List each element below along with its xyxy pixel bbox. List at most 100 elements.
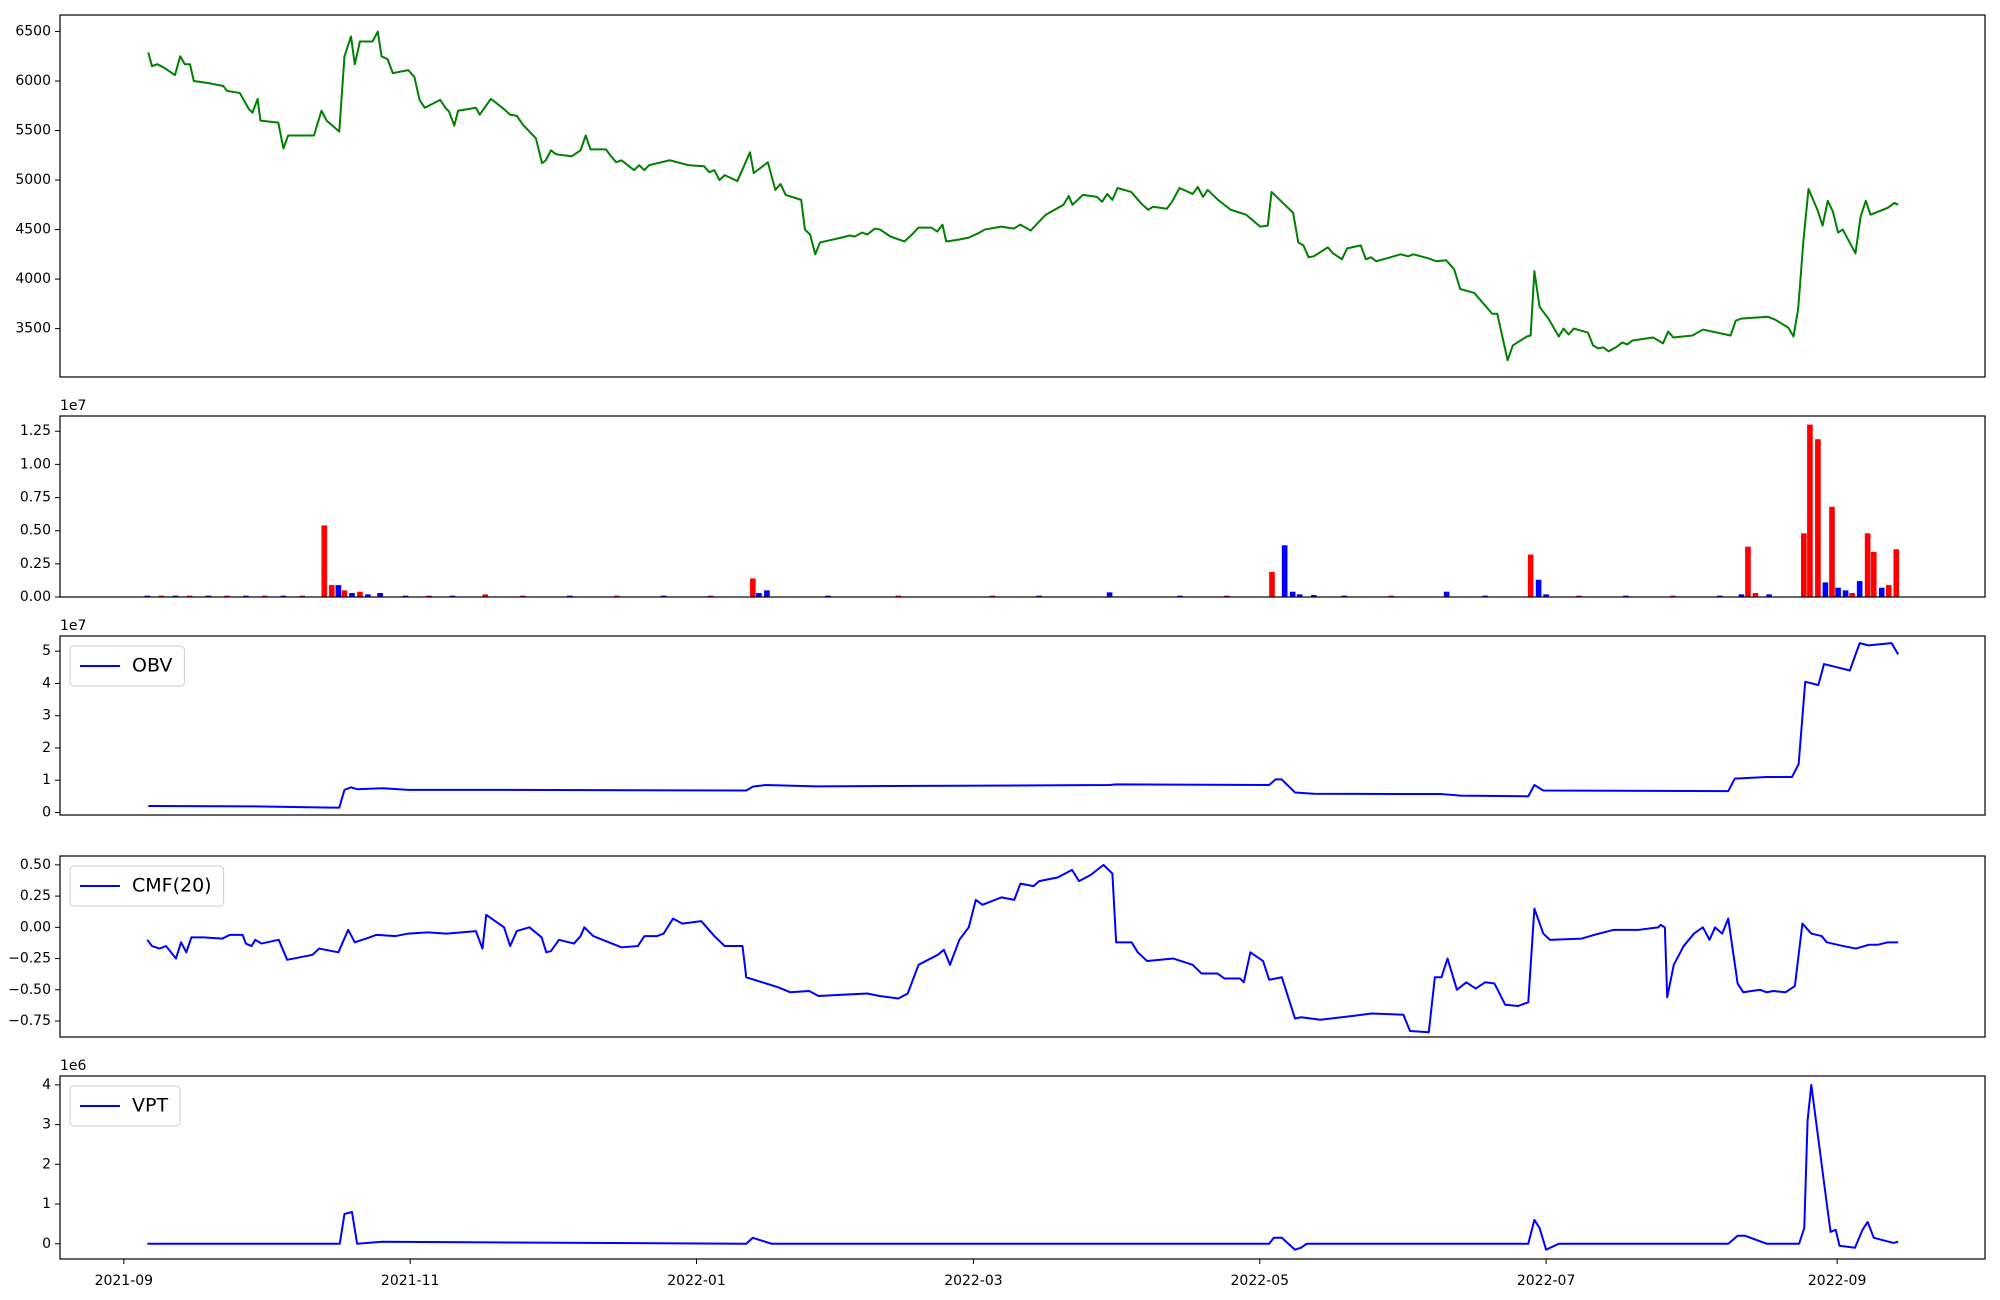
subplot: 0 1 2 3 4 1e6 2021-09 2021-11 2022-01 2022-03 2022…: [42, 1058, 1986, 1289]
data-line: [147, 30, 1899, 362]
volume-bar: [1885, 585, 1892, 597]
y-tick-label: 1: [42, 772, 51, 788]
volume-bar: [186, 595, 193, 597]
volume-bar: [243, 595, 249, 597]
volume-bar: [224, 595, 230, 597]
x-tick-label: 2022-03: [944, 1273, 1003, 1289]
legend-label: OBV: [132, 655, 172, 677]
x-tick-label: 2021-11: [381, 1273, 440, 1289]
y-tick-label: 0: [42, 1236, 51, 1252]
volume-bar: [1443, 591, 1450, 597]
subplot: 0 1 2 3 4 5 1e7 OBV: [42, 618, 1986, 820]
volume-bar: [261, 595, 268, 597]
volume-bar: [566, 595, 573, 597]
volume-bar: [402, 595, 409, 597]
y-tick-label: 3: [42, 1117, 51, 1133]
volume-bar: [1388, 595, 1395, 597]
volume-bar: [1766, 594, 1772, 597]
volume-bar: [1849, 593, 1855, 597]
volume-bar: [299, 595, 306, 597]
y-tick-label: 6000: [15, 73, 51, 89]
y-tick-label: 4000: [15, 271, 51, 287]
volume-bar: [1527, 554, 1534, 597]
volume-bar: [1893, 549, 1900, 597]
volume-bar: [1716, 595, 1723, 597]
data-line: [147, 1083, 1899, 1251]
volume-bar: [1752, 593, 1759, 597]
data-line: [148, 642, 1900, 809]
volume-bar: [1106, 592, 1113, 597]
legend-box: [69, 865, 225, 907]
volume-bar: [1269, 571, 1275, 597]
volume-bar: [1289, 591, 1296, 597]
volume-bar: [1738, 594, 1745, 597]
y-tick-label: 5: [42, 643, 51, 659]
y-tick-label: 1: [42, 1196, 51, 1212]
volume-bar: [1878, 587, 1885, 597]
volume-bar: [377, 593, 383, 597]
volume-bar: [1815, 439, 1821, 597]
volume-bar: [1224, 595, 1230, 597]
axes-frame: [59, 1075, 1986, 1260]
y-tick-label: −0.50: [8, 982, 51, 998]
volume-bar: [1822, 582, 1829, 597]
volume-bar: [449, 595, 456, 597]
y-tick-label: 5500: [15, 123, 51, 139]
y-tick-label: 4: [42, 675, 51, 691]
axes-frame: [59, 415, 1986, 598]
subplot: 3500 4000 4500 5000 5500 6000 6500: [15, 14, 1986, 378]
axis-offset-label: 1e6: [60, 1058, 87, 1074]
y-tick-label: 0: [42, 804, 51, 820]
volume-bar: [482, 594, 489, 597]
y-tick-label: 3500: [15, 321, 51, 337]
axes-frame: [59, 14, 1986, 378]
y-tick-label: 6500: [15, 24, 51, 40]
volume-bar: [1281, 545, 1288, 597]
volume-bar: [1036, 595, 1042, 597]
y-tick-label: 4: [42, 1077, 51, 1093]
volume-bar: [989, 595, 996, 597]
y-tick-label: 0.25: [20, 556, 51, 572]
volume-bar: [144, 595, 151, 597]
y-tick-label: −0.75: [8, 1013, 51, 1029]
legend-box: [69, 1085, 181, 1127]
y-tick-label: 1.25: [20, 423, 51, 439]
volume-bar: [825, 595, 831, 597]
axis-offset-label: 1e7: [60, 618, 86, 634]
subplot: −0.75 −0.50 −0.25 0.00 0.25 0.50 CMF(20): [8, 855, 1986, 1038]
volume-bar: [349, 593, 355, 597]
volume-bar: [1856, 581, 1863, 597]
y-tick-label: 3: [42, 708, 51, 724]
x-tick-label: 2022-09: [1808, 1273, 1867, 1289]
volume-bar: [613, 595, 620, 597]
volume-bar: [750, 578, 756, 597]
volume-bar: [1800, 533, 1807, 597]
legend-label: VPT: [132, 1095, 168, 1117]
y-tick-label: −0.25: [8, 951, 51, 967]
volume-bar: [1807, 424, 1813, 597]
volume-bar: [172, 595, 179, 597]
volume-bar: [1543, 594, 1549, 597]
volume-bar: [707, 595, 714, 597]
y-tick-label: 0.50: [20, 523, 51, 539]
x-tick-label: 2021-09: [95, 1273, 154, 1289]
y-tick-label: 0.50: [20, 857, 51, 873]
volume-bar: [1482, 595, 1488, 597]
axis-offset-label: 1e7: [60, 398, 86, 414]
legend-label: CMF(20): [132, 875, 212, 897]
volume-bar: [335, 585, 342, 597]
volume-bar: [1670, 595, 1676, 597]
volume-bar: [520, 595, 526, 597]
volume-bar: [1835, 587, 1841, 597]
volume-bar: [1576, 595, 1582, 597]
y-tick-label: 0.00: [20, 919, 51, 935]
y-tick-label: 0.75: [20, 490, 51, 506]
volume-bar: [280, 595, 287, 597]
volume-bar: [1829, 506, 1835, 597]
x-tick-label: 2022-05: [1231, 1273, 1290, 1289]
volume-bar: [158, 595, 165, 597]
volume-bar: [1296, 594, 1303, 597]
y-tick-label: 0.00: [20, 589, 51, 605]
volume-bar: [341, 590, 348, 597]
y-tick-label: 4500: [15, 222, 51, 238]
